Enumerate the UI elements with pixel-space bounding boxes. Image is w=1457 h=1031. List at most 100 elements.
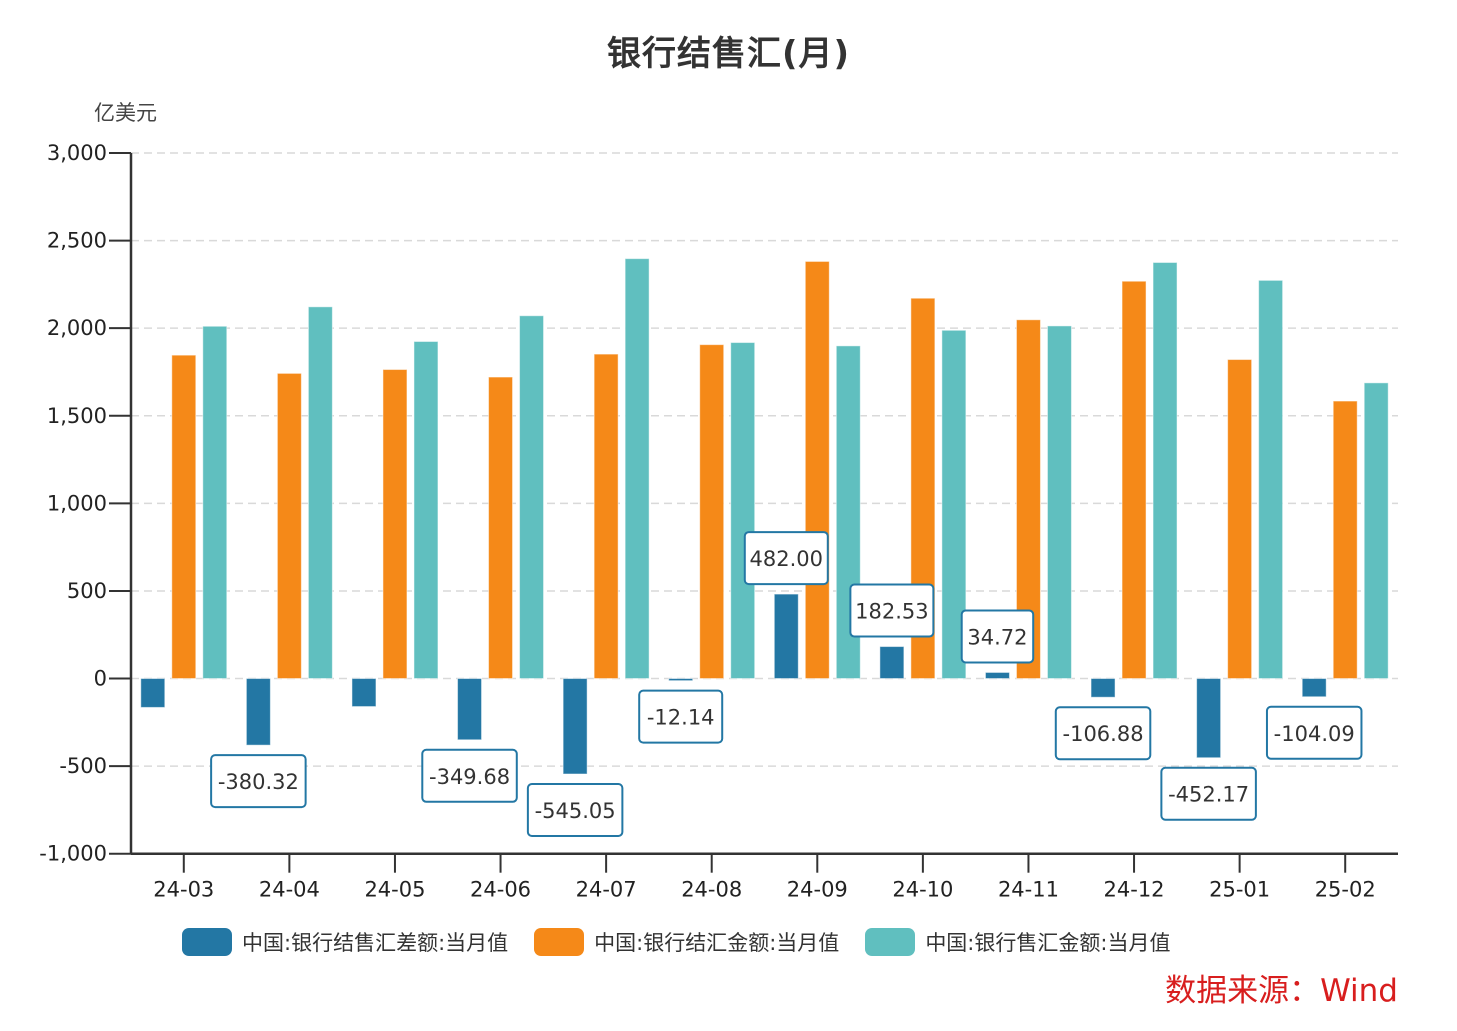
x-tick-label: 24-05 [364, 878, 425, 902]
legend: 中国:银行结售汇差额:当月值 中国:银行结汇金额:当月值 中国:银行售汇金额:当… [182, 927, 1196, 957]
bar-diff [562, 678, 588, 775]
data-label-box [210, 754, 307, 809]
legend-item-sale[interactable]: 中国:银行售汇金额:当月值 [865, 927, 1170, 957]
data-label-text: 182.53 [855, 600, 928, 624]
data-label: -452.17 [1160, 766, 1257, 821]
bar-sale [202, 325, 228, 680]
x-tick-label: 24-04 [259, 878, 320, 902]
data-label-text: -349.68 [429, 765, 510, 789]
bar-settlement [699, 344, 725, 680]
bar-sale [1258, 279, 1284, 680]
bar-diff [351, 678, 377, 708]
data-label: -104.09 [1265, 705, 1363, 760]
data-label-text: -104.09 [1274, 722, 1355, 746]
data-label-box [421, 748, 518, 803]
bar-sale [519, 315, 545, 680]
legend-swatch-settlement [534, 928, 585, 956]
data-label: 182.53 [849, 583, 935, 638]
bar-sale [1152, 261, 1178, 680]
y-tick-label: 1,000 [47, 491, 107, 515]
bar-sale [730, 342, 756, 680]
x-tick-label: 24-09 [787, 878, 848, 902]
y-tick-label: 2,500 [47, 229, 107, 253]
data-label-box [1160, 766, 1257, 821]
data-label-text: 482.00 [750, 547, 823, 571]
bar-settlement [276, 372, 302, 680]
bar-diff [457, 678, 483, 741]
y-tick-label: 0 [94, 667, 107, 691]
bar-diff [984, 671, 1010, 680]
data-label: -349.68 [421, 748, 518, 803]
data-label: -380.32 [210, 754, 307, 809]
x-tick-label: 24-11 [998, 878, 1059, 902]
bar-diff [245, 678, 271, 746]
data-label-box [743, 531, 829, 586]
data-label-box [638, 689, 724, 744]
bar-settlement [382, 369, 408, 680]
x-tick-label: 24-08 [681, 878, 742, 902]
data-label-text: 34.72 [967, 625, 1027, 649]
y-axis-unit-label: 亿美元 [94, 101, 157, 125]
data-label-box [849, 583, 935, 638]
legend-swatch-sale [865, 928, 916, 956]
data-label-text: -12.14 [647, 706, 715, 730]
legend-item-settlement[interactable]: 中国:银行结汇金额:当月值 [534, 927, 839, 957]
data-label-text: -380.32 [218, 770, 299, 794]
x-tick-label: 25-01 [1209, 878, 1270, 902]
legend-label-diff: 中国:银行结售汇差额:当月值 [242, 931, 509, 955]
legend-swatch-diff [182, 928, 232, 956]
bar-diff [668, 678, 694, 682]
bar-sale [307, 306, 333, 680]
bar-diff [1196, 678, 1222, 759]
data-label-box [1054, 706, 1152, 761]
bar-diff [140, 678, 166, 708]
bar-sale [1363, 382, 1389, 680]
x-tick-label: 24-10 [892, 878, 953, 902]
bar-settlement [171, 354, 197, 680]
axes: 3,000 2,500 2,000 1,500 1,000 500 0 -500 -1,000 2… [39, 141, 1398, 902]
y-tick-label: 2,000 [47, 316, 107, 340]
data-label: -106.88 [1054, 706, 1152, 761]
bar-marks [140, 258, 1389, 775]
data-labels: -380.32 -349.68 -545.05 -12.14 482.00 182.53 3… [210, 531, 1363, 838]
data-source-note: 数据来源：Wind [1165, 973, 1398, 1009]
y-tick-label: -500 [59, 754, 107, 778]
data-label: -12.14 [638, 689, 724, 744]
x-tick-label: 24-12 [1104, 878, 1165, 902]
bar-settlement [1121, 280, 1147, 680]
data-label-text: -545.05 [535, 799, 616, 823]
bar-sale [1046, 325, 1072, 680]
chart-title: 银行结售汇(月) [606, 34, 851, 74]
bar-settlement [1227, 359, 1253, 680]
legend-item-diff[interactable]: 中国:银行结售汇差额:当月值 [182, 927, 508, 957]
y-tick-label: -1,000 [39, 842, 107, 866]
y-tick-label: 500 [67, 579, 107, 603]
bar-sale [624, 258, 650, 680]
bar-settlement [488, 376, 514, 680]
data-label: 34.72 [960, 609, 1035, 664]
data-label-text: -452.17 [1168, 783, 1249, 807]
data-label-box [960, 609, 1035, 664]
x-tick-label: 24-07 [576, 878, 637, 902]
bar-diff [773, 593, 799, 680]
bar-settlement [804, 260, 830, 680]
gridlines [131, 152, 1398, 767]
y-tick-label: 3,000 [47, 141, 107, 165]
bar-settlement [1332, 400, 1358, 680]
legend-label-sale: 中国:银行售汇金额:当月值 [925, 931, 1171, 955]
data-label-box [1265, 705, 1363, 760]
bar-diff [1090, 678, 1116, 698]
data-label-box [526, 783, 624, 838]
x-tick-label: 24-03 [153, 878, 214, 902]
x-tick-label: 24-06 [470, 878, 531, 902]
data-label: -545.05 [526, 783, 624, 838]
bar-diff [879, 646, 905, 680]
bar-sale [413, 340, 439, 680]
bar-diff [1301, 678, 1327, 698]
legend-label-settlement: 中国:银行结汇金额:当月值 [594, 931, 840, 955]
y-tick-label: 1,500 [47, 404, 107, 428]
bar-settlement [593, 353, 619, 680]
data-label: 482.00 [743, 531, 829, 586]
x-tick-label: 25-02 [1315, 878, 1376, 902]
